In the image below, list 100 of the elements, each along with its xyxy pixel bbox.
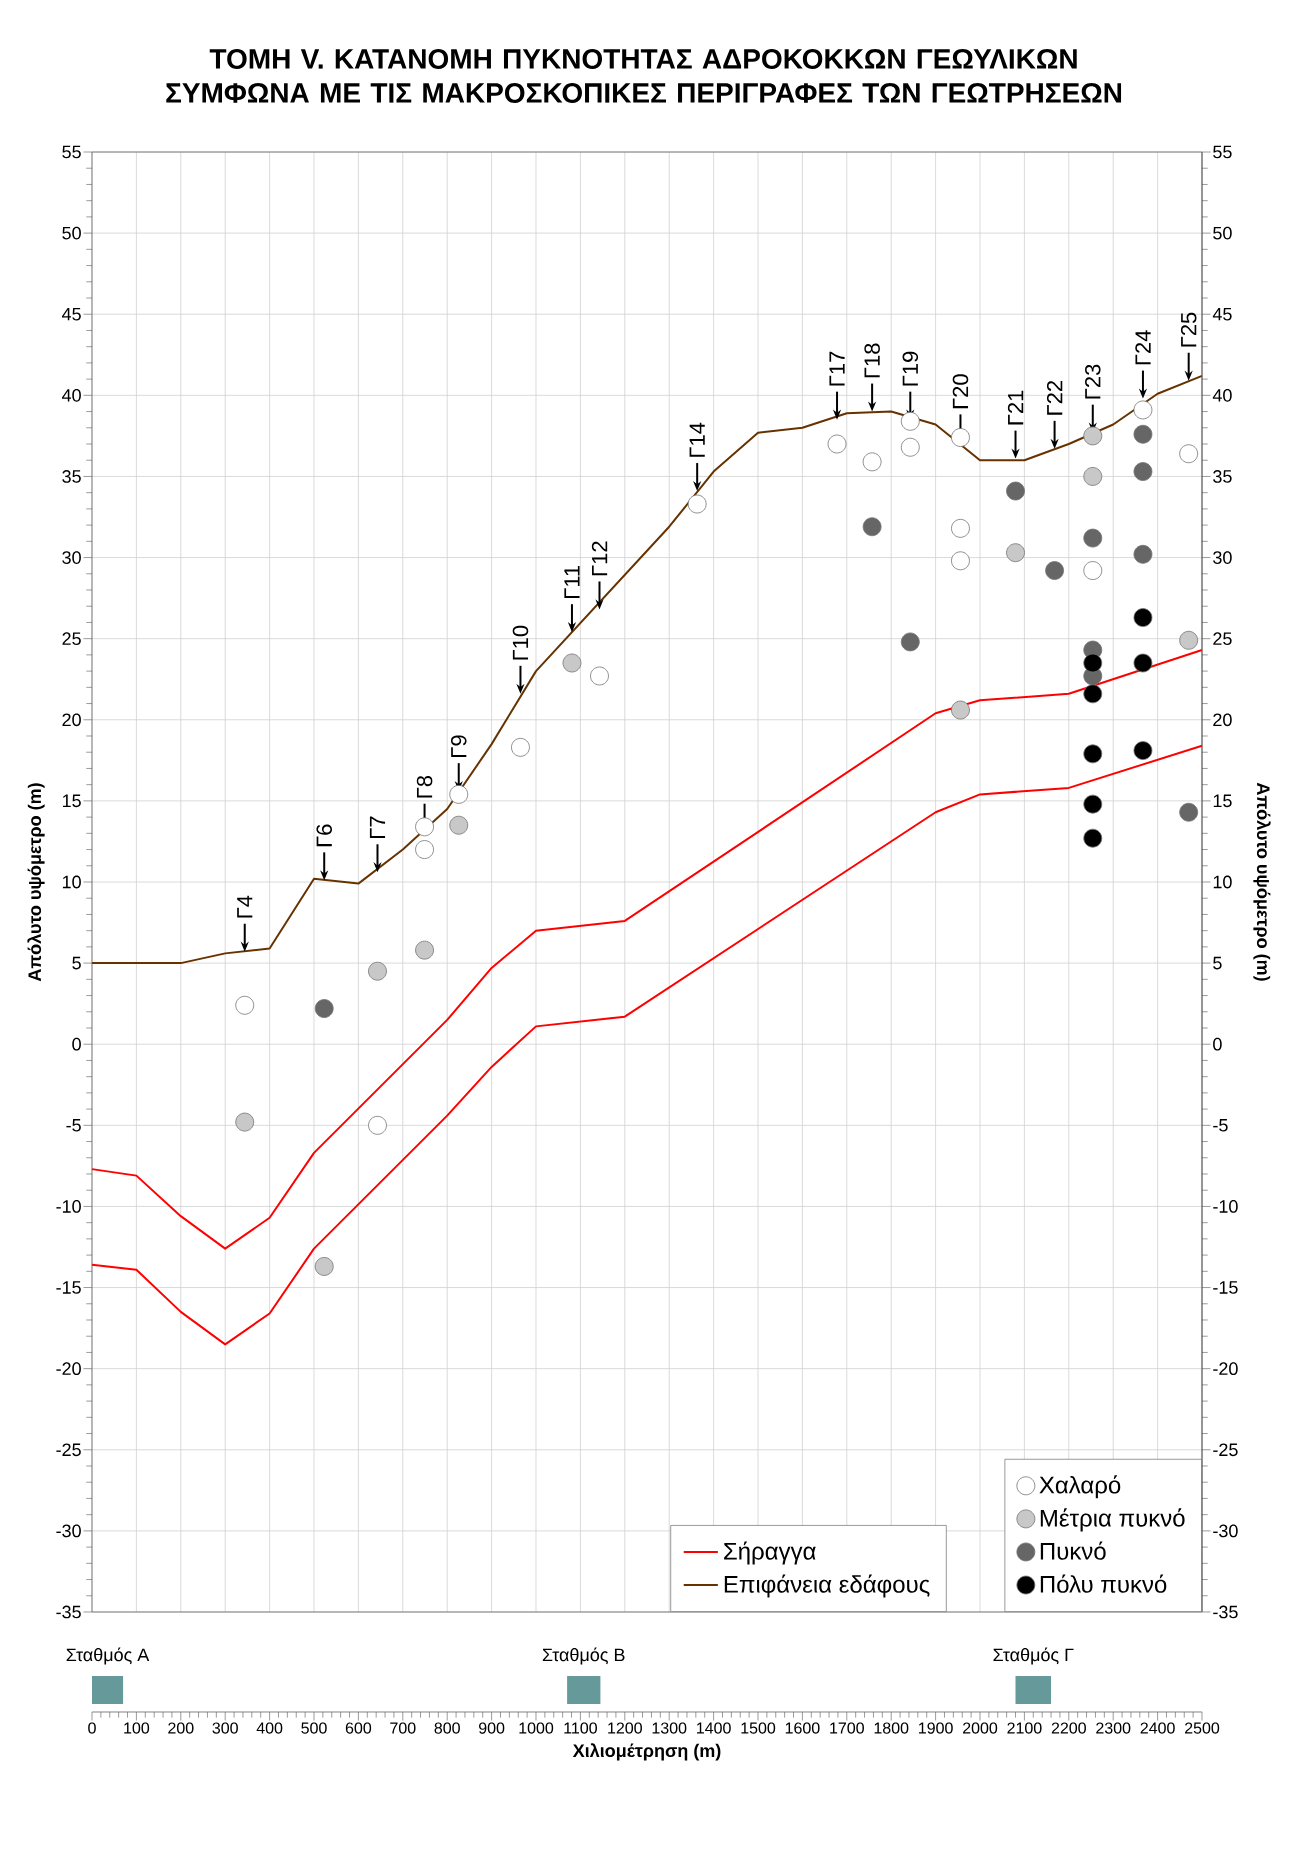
point [1133, 741, 1153, 760]
y2-tick-label: 30 [1213, 551, 1232, 564]
y2-tick-label: 40 [1212, 388, 1232, 402]
y-tick-label: -15 [56, 1281, 81, 1294]
y-tick-label: 45 [61, 307, 81, 321]
x-tick-label: 1400 [697, 1722, 731, 1734]
x-tick-label: 1900 [919, 1722, 953, 1734]
point [1179, 630, 1199, 650]
point [1133, 653, 1153, 673]
x-tick-label: 700 [390, 1722, 416, 1734]
annotation: Γ4 [237, 895, 253, 918]
x-tick-label: 2100 [1007, 1722, 1042, 1734]
y-tick-label: -5 [66, 1119, 81, 1132]
y-tick-label: 10 [62, 875, 81, 889]
y-tick-label: 15 [62, 794, 81, 808]
annotation: Γ10 [512, 625, 529, 660]
point [1083, 426, 1103, 446]
text: Σταθμός Γ [993, 1647, 1074, 1665]
legend-label: Χαλαρό [1039, 1475, 1121, 1499]
text: Σταθμός Β [542, 1647, 625, 1665]
y2-tick-label: -25 [1213, 1443, 1238, 1457]
x-tick-label: 0 [88, 1722, 96, 1734]
point [1006, 481, 1025, 501]
x-tick-label: 1700 [830, 1722, 864, 1734]
y2-tick-label: -10 [1213, 1200, 1238, 1213]
x-tick-label: 900 [479, 1722, 505, 1734]
y-tick-label: 0 [72, 1037, 81, 1051]
y-tick-label: -10 [56, 1200, 81, 1213]
annotation: Γ24 [1135, 330, 1151, 365]
x-tick-label: 2400 [1140, 1722, 1175, 1734]
x-tick-label: 2200 [1051, 1722, 1086, 1734]
point [314, 999, 334, 1018]
legend-label: Πυκνό [1040, 1541, 1106, 1560]
point [1083, 467, 1103, 486]
chart-title: ΤΟΜΗ V. ΚΑΤΑΝΟΜΗ ΠΥΚΝΟΤΗΤΑΣ ΑΔΡΟΚΟΚΚΩΝ ΓΕΩΥΛΙΚΩΝ ΣΥΜΦΩΝΑ ΜΕ ΤΙΣ ΜΑΚΡΟΣΚΟΠΙΚΕΣ ΠΕΡΙΓΡΑΦΕΣ ΤΩΝ ΓΕΩΤΡΗΣΕΩΝ [166, 49, 1122, 103]
point [1083, 684, 1103, 704]
x-tick-label: 1300 [652, 1722, 687, 1734]
y-tick-label: 20 [62, 713, 81, 727]
point [235, 1112, 255, 1132]
point [951, 700, 970, 720]
point [951, 551, 970, 571]
point [1083, 528, 1103, 548]
legend-label: Πόλυ πυκνό [1040, 1574, 1167, 1593]
annotation: Γ7 [369, 816, 386, 839]
annotation: Γ21 [1007, 390, 1024, 425]
annotation: Γ11 [564, 565, 580, 598]
y2-axis-title: Απόλυτο υψόμετρο (m) [1253, 782, 1271, 981]
y2-tick-label: -20 [1213, 1362, 1238, 1376]
y-tick-label: 40 [61, 388, 81, 402]
point [1133, 400, 1153, 420]
x-tick-label: 300 [212, 1722, 238, 1734]
annotation: Γ9 [450, 735, 467, 757]
annotation: Γ18 [864, 343, 880, 378]
point [687, 494, 707, 514]
point [368, 1115, 387, 1135]
point [314, 1257, 334, 1276]
legend-label: Σήραγγα [724, 1541, 816, 1565]
annotation: Γ23 [1085, 364, 1101, 399]
x-tick-label: 1200 [608, 1722, 642, 1734]
x-axis-title: Χιλιομέτρηση (m) [572, 1743, 721, 1761]
point [1083, 828, 1103, 848]
legend-label: Μέτρια πυκνό [1040, 1508, 1185, 1532]
legend-label: Επιφάνεια εδάφους [724, 1574, 930, 1598]
point [1083, 744, 1103, 764]
x-tick-label: 1800 [874, 1722, 909, 1734]
point [1083, 794, 1103, 814]
y2-tick-label: -15 [1213, 1281, 1238, 1294]
y2-tick-label: 15 [1213, 794, 1232, 808]
point [415, 940, 434, 960]
x-tick-label: 1600 [785, 1722, 820, 1734]
point [1133, 462, 1153, 481]
x-tick-label: 600 [345, 1722, 372, 1734]
y2-tick-label: -5 [1213, 1119, 1228, 1132]
point [1006, 543, 1025, 563]
y2-tick-label: -35 [1213, 1605, 1238, 1619]
y-tick-label: -25 [56, 1443, 81, 1457]
annotation: Γ8 [416, 775, 433, 798]
x-tick-label: 100 [124, 1722, 150, 1734]
y2-tick-label: -30 [1213, 1524, 1238, 1538]
point [368, 961, 387, 981]
y2-tick-label: 25 [1213, 632, 1232, 646]
x-tick-label: 500 [301, 1722, 327, 1734]
point [900, 632, 920, 652]
annotation: Γ17 [829, 351, 845, 386]
y2-tick-label: 45 [1212, 307, 1232, 321]
y2-tick-label: 20 [1213, 713, 1232, 727]
y-tick-label: -30 [56, 1524, 81, 1538]
y2-tick-label: 5 [1213, 956, 1222, 970]
text: Σταθμός Α [66, 1647, 150, 1665]
point [562, 653, 582, 673]
y2-tick-label: 0 [1213, 1037, 1222, 1051]
point [1083, 653, 1103, 673]
x-tick-label: 2300 [1096, 1722, 1131, 1734]
y-tick-label: -35 [56, 1605, 81, 1619]
annotation: Γ20 [952, 374, 969, 409]
x-tick-label: 200 [168, 1722, 194, 1734]
x-tick-label: 2000 [963, 1722, 998, 1734]
point [1179, 802, 1199, 822]
point [1133, 608, 1153, 627]
point [1133, 424, 1153, 444]
